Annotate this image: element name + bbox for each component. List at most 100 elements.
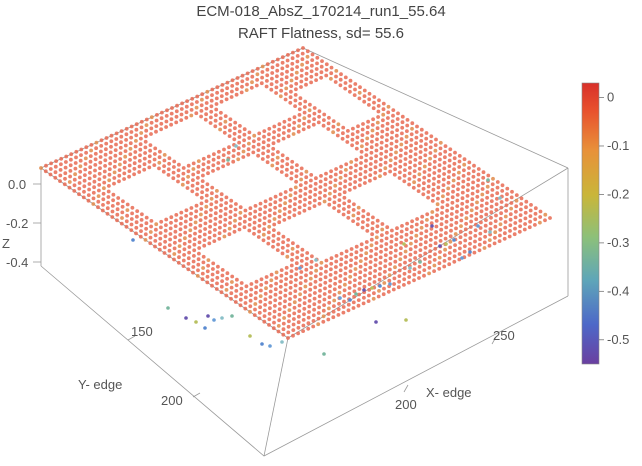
surface-point xyxy=(242,127,247,132)
surface-point xyxy=(527,225,532,230)
surface-point xyxy=(137,170,142,174)
surface-point xyxy=(257,218,262,223)
surface-point xyxy=(471,174,476,179)
surface-point xyxy=(366,119,370,124)
surface-point xyxy=(124,132,129,137)
surface-point xyxy=(353,174,358,179)
surface-point xyxy=(216,264,220,269)
surface-point xyxy=(164,223,168,228)
surface-point xyxy=(235,277,239,282)
surface-point xyxy=(422,164,427,169)
surface-point xyxy=(193,226,198,230)
surface-point xyxy=(306,321,311,326)
surface-point xyxy=(519,207,523,212)
surface-point xyxy=(286,134,291,139)
x-tick-label: 200 xyxy=(395,397,417,412)
surface-point xyxy=(332,287,337,292)
surface-point xyxy=(236,151,241,156)
surface-point xyxy=(375,229,379,234)
surface-point xyxy=(309,69,314,74)
surface-point xyxy=(417,166,422,171)
surface-point xyxy=(207,235,212,240)
surface-point xyxy=(73,166,78,171)
surface-point xyxy=(229,204,233,209)
surface-point xyxy=(533,217,538,222)
surface-point xyxy=(374,252,378,257)
surface-point xyxy=(341,125,346,130)
surface-point xyxy=(433,143,438,148)
surface-point xyxy=(250,74,255,79)
surface-point xyxy=(155,113,159,117)
surface-point xyxy=(523,216,528,221)
surface-point xyxy=(302,295,307,300)
surface-point xyxy=(304,71,309,76)
surface-point xyxy=(191,167,196,171)
surface-point xyxy=(442,253,447,258)
surface-point xyxy=(307,304,312,309)
surface-point xyxy=(428,151,433,155)
surface-point xyxy=(313,193,317,197)
surface-point xyxy=(373,269,377,273)
surface-point xyxy=(249,287,254,292)
surface-point xyxy=(371,117,375,122)
surface-point xyxy=(445,203,450,208)
surface-point xyxy=(186,267,191,272)
surface-point xyxy=(394,144,399,149)
surface-point xyxy=(377,272,382,277)
surface-point xyxy=(178,238,182,243)
surface-point xyxy=(295,163,299,168)
surface-point xyxy=(498,216,503,221)
surface-point xyxy=(209,109,214,114)
surface-point xyxy=(364,147,369,152)
surface-point xyxy=(468,241,472,246)
surface-point xyxy=(357,183,362,188)
surface-point xyxy=(83,173,87,178)
surface-point xyxy=(281,131,286,135)
surface-point xyxy=(329,169,333,174)
surface-point xyxy=(341,305,346,309)
surface-point xyxy=(285,254,290,259)
surface-point xyxy=(375,137,379,142)
surface-point xyxy=(388,256,393,261)
surface-point xyxy=(64,160,68,164)
surface-point xyxy=(260,157,265,161)
surface-point xyxy=(354,255,358,260)
surface-point xyxy=(352,185,357,190)
surface-point xyxy=(187,245,192,249)
z-tick-label: 0.0 xyxy=(8,177,26,192)
surface-point xyxy=(432,176,436,181)
surface-point xyxy=(153,233,158,238)
surface-point xyxy=(104,147,108,152)
surface-point xyxy=(384,155,388,159)
surface-point xyxy=(288,199,293,203)
surface-point xyxy=(214,205,218,210)
surface-point xyxy=(402,283,406,287)
surface-point xyxy=(433,241,438,246)
surface-point xyxy=(191,161,196,166)
surface-point xyxy=(452,248,457,253)
surface-point xyxy=(268,197,273,201)
surface-point xyxy=(424,234,428,239)
surface-point xyxy=(263,291,268,296)
surface-point xyxy=(407,275,412,279)
surface-point xyxy=(280,66,285,71)
surface-point xyxy=(177,255,181,260)
surface-point xyxy=(174,218,178,223)
outlier-point xyxy=(203,326,207,330)
surface-point xyxy=(222,130,227,135)
surface-point xyxy=(134,225,139,230)
surface-point xyxy=(277,220,282,225)
surface-point xyxy=(474,206,479,210)
surface-point xyxy=(430,199,435,203)
surface-point xyxy=(188,234,192,238)
surface-point xyxy=(162,158,167,163)
surface-point xyxy=(261,145,266,150)
surface-point xyxy=(257,224,262,228)
surface-point xyxy=(44,163,48,168)
surface-point xyxy=(475,200,479,205)
surface-point xyxy=(404,227,409,232)
surface-point xyxy=(407,177,412,181)
surface-point xyxy=(324,264,329,268)
surface-point xyxy=(114,142,118,147)
surface-point xyxy=(200,97,204,102)
